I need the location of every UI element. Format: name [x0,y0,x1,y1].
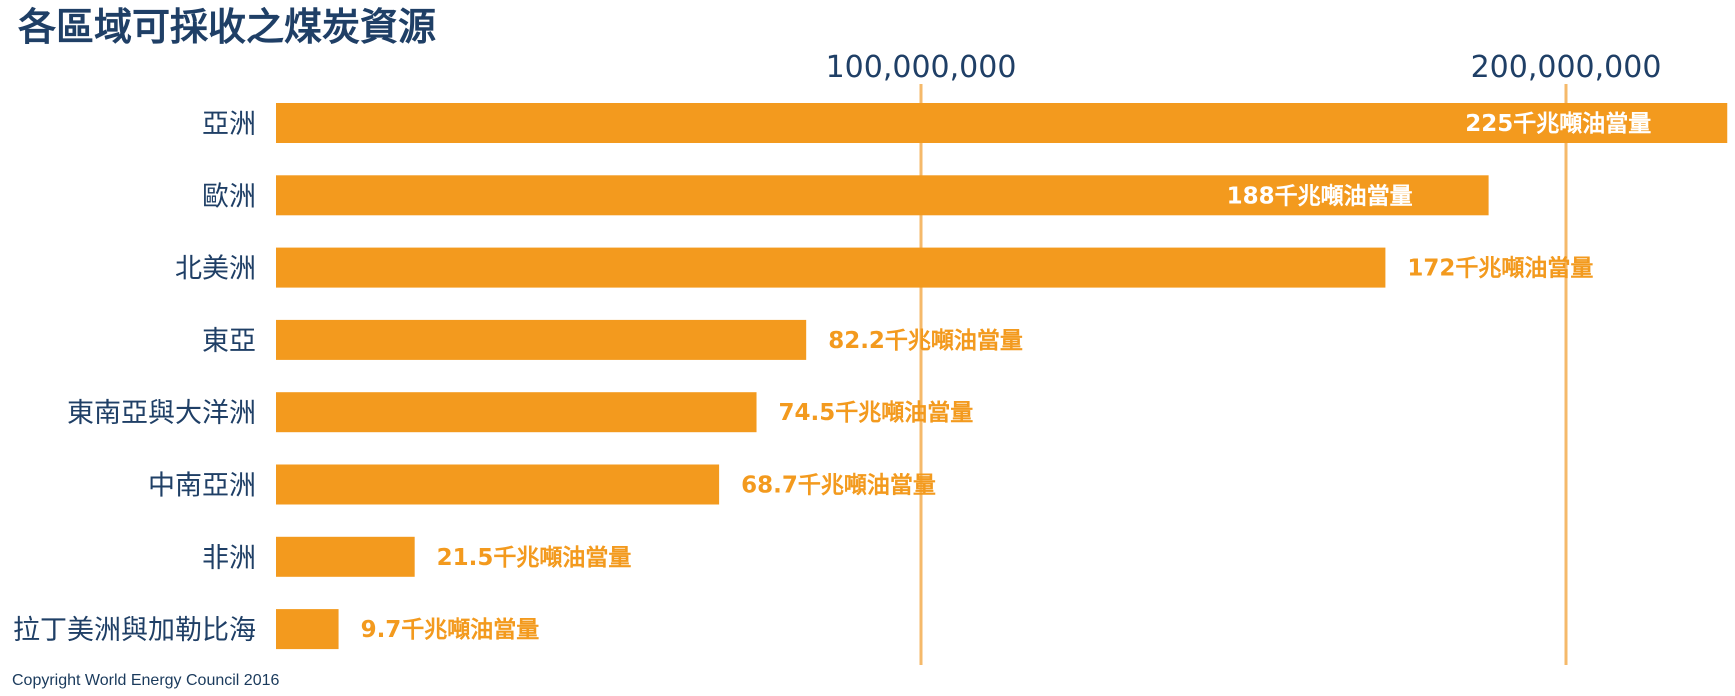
category-label: 亞洲 [202,109,256,140]
bar [276,392,757,433]
bar [276,319,807,360]
bar [276,609,339,650]
category-label: 北美洲 [175,254,256,285]
copyright-notice: Copyright World Energy Council 2016 [12,672,280,689]
category-label: 東南亞與大洋洲 [67,398,256,429]
value-label: 74.5千兆噸油當量 [779,400,974,426]
value-label: 9.7千兆噸油當量 [361,617,540,643]
category-label: 東亞 [202,326,256,357]
chart-title: 各區域可採收之煤炭資源 [18,5,436,49]
category-label: 中南亞洲 [148,471,256,502]
bars [276,103,1728,650]
gridlines: 100,000,000 200,000,000 [826,50,1662,665]
value-label: 68.7千兆噸油當量 [741,473,936,499]
x-tick-label: 100,000,000 [826,50,1017,85]
value-label: 82.2千兆噸油當量 [828,328,1023,354]
category-label: 非洲 [202,543,256,574]
x-tick-label: 200,000,000 [1471,50,1662,85]
value-label: 225千兆噸油當量 [1465,111,1651,137]
value-label: 172千兆噸油當量 [1407,256,1593,282]
category-label: 拉丁美洲與加勒比海 [13,615,256,646]
bar [276,103,1728,143]
value-label: 188千兆噸油當量 [1227,183,1413,209]
category-label: 歐洲 [202,181,256,212]
bar [276,464,720,505]
value-label: 21.5千兆噸油當量 [437,545,632,571]
bar [276,175,1489,216]
bar [276,247,1386,288]
bar [276,536,415,577]
